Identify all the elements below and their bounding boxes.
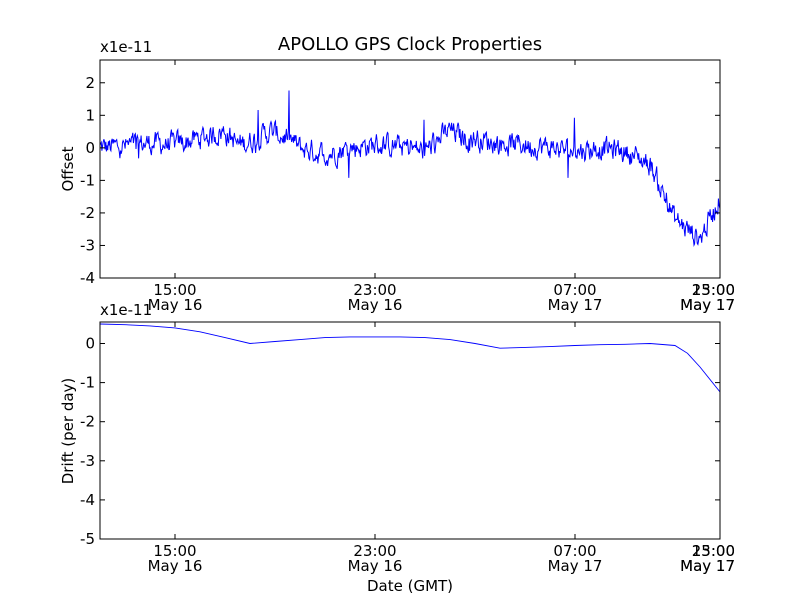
drift-x-tick-label-date: May 17	[680, 557, 735, 575]
offset-x-tick-label-time: 15:00	[692, 281, 735, 299]
drift-x-tick-label-date: May 17	[548, 557, 603, 575]
offset-series-line	[100, 90, 720, 248]
drift-x-tick-label-time: 15:00	[692, 542, 735, 560]
offset-y-tick-label: 0	[85, 139, 95, 157]
offset-scale-label: x1e-11	[100, 38, 152, 56]
offset-x-tick-label-date: May 17	[548, 296, 603, 314]
drift-y-tick-label: -1	[80, 374, 95, 392]
offset-y-tick-label: -3	[80, 236, 95, 254]
offset-x-tick-label-time: 15:00	[153, 281, 196, 299]
offset-x-tick-label-date: May 17	[680, 296, 735, 314]
drift-y-tick-label: -4	[80, 491, 95, 509]
offset-x-tick-label-date: May 16	[348, 296, 403, 314]
drift-x-tick-label-time: 23:00	[692, 542, 735, 560]
offset-x-tick-label-date: May 16	[148, 296, 203, 314]
drift-series-line	[100, 323, 720, 393]
offset-y-tick-label: 1	[85, 106, 95, 124]
drift-x-tick-label-date: May 16	[348, 557, 403, 575]
drift-y-tick-label: -3	[80, 452, 95, 470]
offset-y-axis-label: Offset	[59, 146, 77, 191]
drift-plot-frame	[99, 321, 721, 540]
chart-title: APOLLO GPS Clock Properties	[278, 34, 542, 55]
drift-x-tick-label-time: 23:00	[353, 542, 396, 560]
offset-x-tick-label-time: 23:00	[692, 281, 735, 299]
drift-panel: x1e-11 Drift (per day) -5-4-3-2-1015:00M…	[59, 301, 735, 575]
offset-x-tick-label-date: May 17	[680, 296, 735, 314]
offset-y-tick-label: -2	[80, 204, 95, 222]
drift-y-axis-label: Drift (per day)	[59, 378, 77, 485]
drift-x-tick-label-date: May 17	[680, 557, 735, 575]
offset-x-tick-label-time: 23:00	[353, 281, 396, 299]
drift-x-tick-label-date: May 16	[148, 557, 203, 575]
drift-x-tick-label-time: 15:00	[153, 542, 196, 560]
offset-y-tick-label: -4	[80, 269, 95, 287]
drift-y-tick-label: 0	[85, 335, 95, 353]
offset-y-tick-label: 2	[85, 74, 95, 92]
drift-x-tick-label-time: 07:00	[553, 542, 596, 560]
drift-y-tick-label: -2	[80, 413, 95, 431]
drift-scale-label: x1e-11	[100, 301, 152, 319]
offset-plot-frame	[99, 59, 721, 279]
x-axis-label: Date (GMT)	[367, 577, 453, 595]
drift-y-tick-label: -5	[80, 530, 95, 548]
offset-y-tick-label: -1	[80, 171, 95, 189]
offset-x-tick-label-time: 07:00	[553, 281, 596, 299]
